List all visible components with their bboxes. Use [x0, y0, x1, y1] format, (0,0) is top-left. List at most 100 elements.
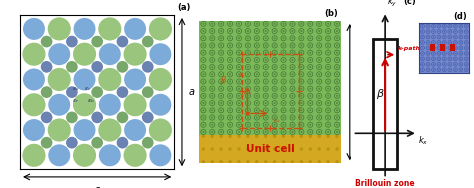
Circle shape	[219, 160, 223, 164]
Circle shape	[455, 25, 456, 27]
Circle shape	[273, 80, 276, 83]
Circle shape	[449, 53, 451, 54]
Circle shape	[292, 131, 293, 133]
Circle shape	[327, 102, 329, 104]
Circle shape	[336, 102, 338, 104]
Circle shape	[256, 80, 258, 83]
Circle shape	[256, 66, 258, 68]
Circle shape	[327, 131, 329, 133]
Circle shape	[449, 58, 451, 60]
Circle shape	[229, 73, 231, 75]
Circle shape	[238, 109, 240, 111]
Circle shape	[438, 47, 440, 49]
Circle shape	[336, 124, 338, 126]
Circle shape	[238, 66, 240, 68]
Circle shape	[238, 73, 240, 75]
Circle shape	[23, 18, 45, 40]
Circle shape	[309, 147, 312, 151]
Circle shape	[220, 23, 222, 25]
Circle shape	[336, 30, 338, 32]
Circle shape	[327, 73, 329, 75]
Circle shape	[91, 36, 103, 47]
Circle shape	[444, 31, 445, 32]
Circle shape	[202, 37, 204, 39]
Circle shape	[247, 23, 249, 25]
Circle shape	[309, 80, 311, 83]
Circle shape	[41, 111, 53, 123]
Circle shape	[465, 64, 467, 65]
Circle shape	[283, 52, 284, 54]
Circle shape	[256, 30, 258, 32]
Circle shape	[292, 23, 293, 25]
Circle shape	[291, 147, 294, 151]
Circle shape	[422, 58, 423, 60]
Circle shape	[255, 134, 258, 138]
Circle shape	[433, 69, 434, 70]
Circle shape	[438, 25, 440, 27]
Circle shape	[327, 117, 329, 119]
Circle shape	[309, 160, 312, 164]
Circle shape	[427, 31, 428, 32]
Circle shape	[264, 147, 267, 151]
Circle shape	[449, 69, 451, 70]
Circle shape	[460, 58, 462, 60]
Circle shape	[220, 131, 222, 133]
Circle shape	[318, 102, 320, 104]
Circle shape	[335, 147, 339, 151]
Circle shape	[73, 93, 96, 116]
Circle shape	[455, 36, 456, 38]
Circle shape	[66, 111, 78, 123]
Circle shape	[202, 73, 204, 75]
Circle shape	[228, 134, 232, 138]
Circle shape	[300, 134, 303, 138]
Circle shape	[66, 36, 78, 47]
Text: $\beta$: $\beta$	[220, 74, 227, 87]
Circle shape	[309, 95, 311, 97]
Circle shape	[292, 117, 293, 119]
Circle shape	[327, 88, 329, 90]
Circle shape	[117, 137, 128, 149]
Circle shape	[301, 66, 302, 68]
Circle shape	[433, 47, 434, 49]
Circle shape	[292, 66, 293, 68]
Circle shape	[98, 68, 121, 91]
Circle shape	[201, 147, 205, 151]
Circle shape	[327, 124, 329, 126]
Circle shape	[427, 25, 428, 27]
Circle shape	[229, 117, 231, 119]
Circle shape	[229, 66, 231, 68]
Circle shape	[318, 80, 320, 83]
Circle shape	[211, 52, 213, 54]
Circle shape	[427, 42, 428, 43]
Circle shape	[309, 44, 311, 46]
Circle shape	[247, 59, 249, 61]
Circle shape	[427, 36, 428, 38]
Circle shape	[246, 160, 250, 164]
Text: $\varepsilon_r$: $\varepsilon_r$	[72, 97, 79, 105]
Circle shape	[256, 59, 258, 61]
Circle shape	[444, 53, 445, 54]
Circle shape	[438, 42, 440, 43]
Circle shape	[465, 36, 467, 38]
Circle shape	[427, 53, 428, 54]
Circle shape	[422, 31, 423, 32]
Circle shape	[264, 73, 267, 75]
Circle shape	[229, 88, 231, 90]
Text: $\beta$: $\beta$	[375, 87, 384, 101]
Text: $k_y$: $k_y$	[238, 72, 246, 83]
Circle shape	[438, 36, 440, 38]
Circle shape	[283, 95, 284, 97]
Circle shape	[318, 160, 321, 164]
Circle shape	[247, 95, 249, 97]
Circle shape	[124, 43, 146, 66]
Circle shape	[256, 117, 258, 119]
Circle shape	[220, 66, 222, 68]
Circle shape	[229, 59, 231, 61]
Circle shape	[327, 147, 330, 151]
Circle shape	[309, 102, 311, 104]
Circle shape	[117, 61, 128, 73]
Bar	[373, 39, 397, 169]
Circle shape	[327, 95, 329, 97]
Text: k-path: k-path	[398, 46, 420, 51]
Text: $a$: $a$	[356, 87, 363, 97]
